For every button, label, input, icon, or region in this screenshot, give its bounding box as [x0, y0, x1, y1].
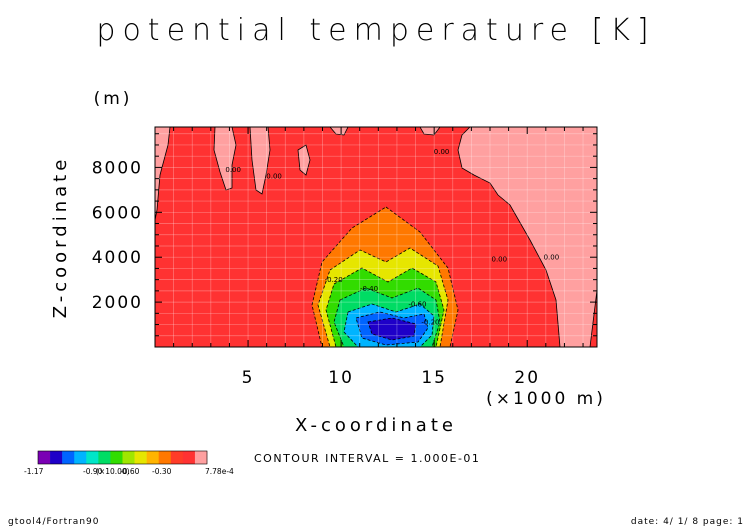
pink-region-top1 [329, 127, 349, 136]
anomaly-core [367, 317, 417, 341]
colorbar-swatch [38, 451, 51, 464]
y-tick-label: 8000 [92, 158, 143, 178]
contour-labels: 0.00 0.00 0.00 0.00 0.00 -0.20 -0.40 -0.60 -0.20 [225, 148, 559, 327]
colorbar-swatch [134, 451, 147, 464]
x-tick-label: 10 [328, 368, 354, 388]
pink-region-mid [249, 127, 271, 195]
colorbar-swatch [74, 451, 87, 464]
axes: 5 10 15 20 2000 4000 6000 8000 [92, 127, 597, 388]
colorbar-label: -0.90 [83, 467, 103, 476]
colorbar-label: 7.78e-4 [205, 467, 234, 476]
colorbar-swatch [158, 451, 172, 464]
pink-region-top2 [419, 127, 441, 136]
colorbar-label: -0.60 [120, 467, 140, 476]
colorbar-swatch [86, 451, 99, 464]
x-tick-label: 5 [242, 368, 255, 388]
y-tick-label: 6000 [92, 203, 143, 223]
x-unit-label: (×1000 m) [486, 389, 606, 409]
colorbar-swatch [98, 451, 111, 464]
colorbar-swatch [50, 451, 63, 464]
colorbar-scale-label: (×10.00) [96, 467, 130, 476]
contour-label: 0.00 [434, 148, 450, 156]
contour-label: 0.00 [491, 256, 507, 264]
contour-label: -0.20 [421, 319, 439, 327]
y-axis-label: Z-coordinate [50, 156, 71, 319]
colorbar-swatch [146, 451, 160, 464]
colorbar: -1.17 -0.90 -0.60 -0.30 7.78e-4 (×10.00) [24, 450, 234, 476]
y-unit-label: (m) [94, 89, 133, 109]
contour-label: 0.00 [266, 173, 282, 181]
contour-label: 0.00 [225, 166, 241, 174]
contour-label: -0.20 [325, 276, 343, 284]
contour-field [155, 127, 597, 347]
contour-label: -0.60 [408, 301, 426, 309]
colorbar-swatch [194, 451, 208, 464]
contour-label: -0.40 [360, 285, 378, 293]
contour-interval: CONTOUR INTERVAL = 1.000E-01 [254, 452, 480, 465]
colorbar-label: -0.30 [152, 467, 172, 476]
footer-left: gtool4/Fortran90 [8, 517, 99, 527]
colorbar-swatch [182, 451, 196, 464]
colorbar-label: -1.17 [24, 467, 44, 476]
chart-title: potential temperature [K] [96, 13, 655, 48]
x-tick-label: 15 [421, 368, 447, 388]
footer-right: date: 4/ 1/ 8 page: 1 [631, 517, 744, 527]
pink-region-right [457, 127, 597, 347]
pink-region-small [297, 144, 311, 176]
y-tick-label: 2000 [92, 293, 143, 313]
plot-frame [154, 126, 598, 348]
contour-label: 0.00 [544, 253, 560, 261]
colorbar-swatch [62, 451, 75, 464]
plot-grid [155, 127, 597, 347]
colorbar-swatch [122, 451, 135, 464]
x-tick-label: 20 [514, 368, 540, 388]
y-tick-label: 4000 [92, 248, 143, 268]
colorbar-frame [37, 450, 208, 465]
colorbar-swatch [170, 451, 184, 464]
x-axis-label: X-coordinate [295, 415, 457, 436]
pink-region-edge [155, 127, 171, 221]
pink-region-left [213, 127, 237, 191]
colorbar-swatch [110, 451, 123, 464]
